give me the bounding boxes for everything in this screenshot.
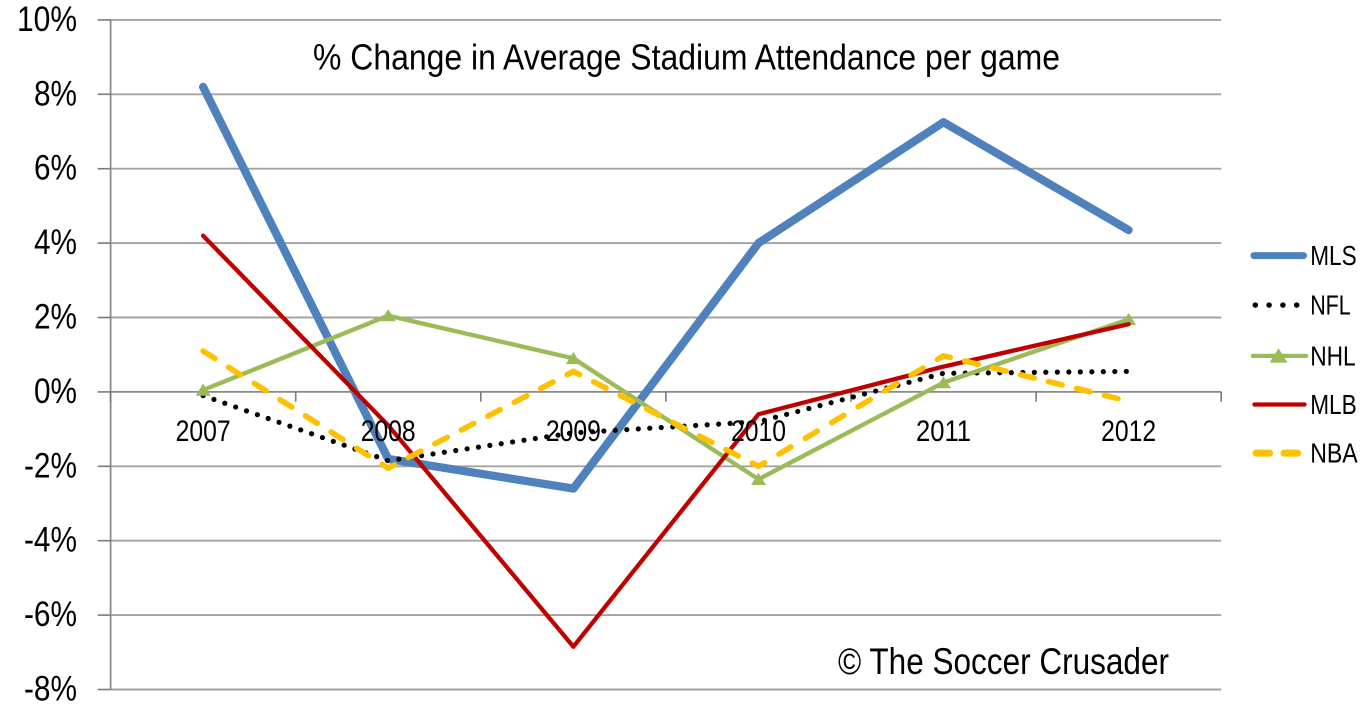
svg-text:MLB: MLB [1310, 389, 1357, 420]
svg-text:© The Soccer Crusader: © The Soccer Crusader [838, 641, 1169, 682]
svg-text:2007: 2007 [176, 415, 231, 448]
svg-text:4%: 4% [34, 223, 77, 262]
svg-text:2009: 2009 [546, 415, 601, 448]
svg-text:NFL: NFL [1310, 290, 1351, 321]
svg-text:MLS: MLS [1310, 240, 1357, 271]
svg-text:6%: 6% [34, 149, 77, 188]
svg-text:2011: 2011 [916, 415, 971, 448]
svg-text:-4%: -4% [24, 521, 77, 560]
svg-text:2010: 2010 [731, 415, 786, 448]
svg-text:10%: 10% [17, 0, 77, 39]
svg-text:-2%: -2% [24, 446, 77, 485]
svg-text:% Change in Average Stadium At: % Change in Average Stadium Attendance p… [313, 37, 1060, 78]
svg-text:0%: 0% [34, 372, 77, 411]
svg-text:-8%: -8% [24, 670, 77, 709]
svg-text:-6%: -6% [24, 595, 77, 634]
svg-text:NBA: NBA [1310, 438, 1358, 469]
svg-text:8%: 8% [34, 74, 77, 113]
svg-text:NHL: NHL [1310, 341, 1356, 372]
svg-text:2%: 2% [34, 298, 77, 337]
svg-text:2012: 2012 [1101, 415, 1156, 448]
svg-text:2008: 2008 [361, 415, 416, 448]
